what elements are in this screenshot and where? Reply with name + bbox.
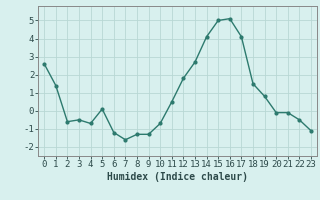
X-axis label: Humidex (Indice chaleur): Humidex (Indice chaleur) <box>107 172 248 182</box>
